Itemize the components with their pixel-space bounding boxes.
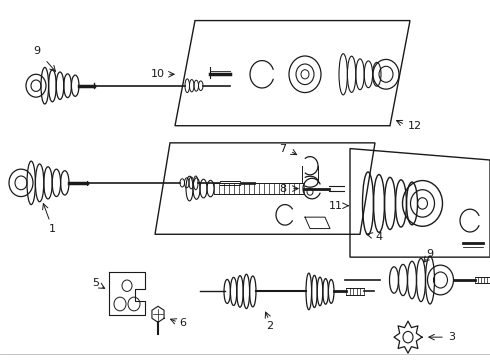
Text: 9: 9: [33, 46, 41, 57]
Text: 4: 4: [375, 231, 382, 242]
Text: 5: 5: [93, 278, 99, 288]
Text: 3: 3: [448, 332, 455, 342]
Text: 9: 9: [426, 249, 434, 259]
Text: 2: 2: [267, 321, 273, 331]
Text: 12: 12: [408, 121, 422, 131]
Text: 1: 1: [49, 224, 55, 234]
Text: 11: 11: [329, 201, 343, 211]
Text: 10: 10: [151, 69, 165, 79]
Text: 7: 7: [279, 144, 287, 154]
Text: 6: 6: [179, 319, 187, 328]
Text: 8: 8: [279, 184, 287, 194]
